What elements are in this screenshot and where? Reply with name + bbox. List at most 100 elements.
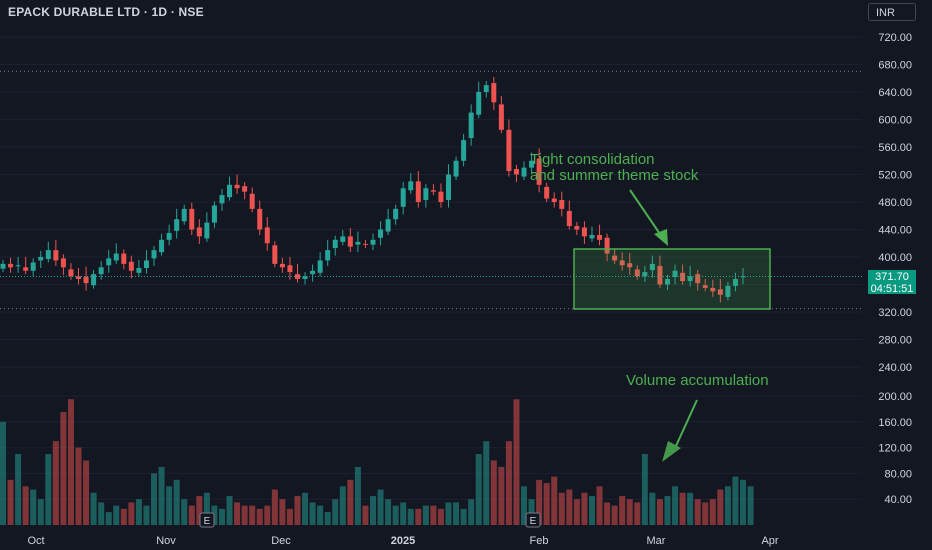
candle-body [717,289,723,295]
price-tick: 440.00 [878,225,912,237]
candle-body [627,263,633,268]
candle-body [355,241,361,245]
candle-body [272,245,278,264]
candle-body [121,253,127,264]
volume-bar [196,495,203,525]
volume-bar [672,486,679,525]
volume-bar [339,486,346,525]
candle-body [68,269,74,277]
volume-bar [7,479,14,525]
volume-bar [453,502,460,525]
candle-body [0,263,6,269]
candle-body [189,208,195,230]
volume-bar [83,460,90,525]
price-tick: 720.00 [878,32,912,44]
candle-body [264,227,270,244]
candle-body [695,274,701,284]
volume-bar [166,486,173,525]
volume-bar [460,508,467,525]
volume-bar [732,476,739,525]
volume-bar [498,466,505,525]
volume-bar [634,502,641,525]
time-tick: Apr [761,535,778,547]
candle-body [340,236,346,242]
candle-body [672,270,678,277]
arrow-consolidation-shaft [629,189,661,235]
volume-bar [604,502,611,525]
volume-bar [181,499,188,525]
volume-bar [656,499,663,525]
volume-bar [234,502,241,525]
volume-bar [400,502,407,525]
volume-bar [407,508,414,525]
candle-body [544,186,550,199]
candle-body [423,188,429,200]
candle-body [370,239,376,245]
volume-bar [324,512,331,525]
volume-bar [317,505,324,525]
volume-bar [332,499,339,525]
volume-bar [45,454,52,525]
annotation-volume: Volume accumulation [626,372,769,389]
earnings-marker: E [530,516,537,527]
volume-bar [0,421,6,525]
symbol-title[interactable]: EPACK DURABLE LTD · 1D · NSE [8,5,204,19]
candle-body [106,258,112,266]
annotation-consolidation-line2: and summer theme stock [530,167,699,184]
volume-bar [370,495,376,525]
volume-bar [641,454,648,525]
volume-bar [15,454,22,525]
candle-body [400,188,406,207]
volume-bar [158,466,165,525]
time-tick: Nov [156,535,176,547]
volume-bar [226,495,233,525]
volume-bar [702,502,709,525]
currency-selector[interactable]: INR [868,3,916,21]
chart-grid [0,36,862,500]
candle-body [438,191,444,202]
volume-bar [679,492,686,525]
candle-body [491,83,497,103]
candle-body [128,261,134,271]
volume-bar [188,505,195,525]
candle-body [604,237,610,254]
volume-bar [430,505,437,525]
volume-bar [309,502,316,525]
volume-bar [694,499,701,525]
volume-bars [0,399,754,525]
candle-body [566,210,572,227]
candle-body [468,112,474,139]
volume-bar [513,399,520,525]
candle-body [45,250,51,260]
volume-bar [649,492,656,525]
price-tick: 280.00 [878,335,912,347]
candle-body [634,269,640,277]
price-tick: 480.00 [878,197,912,209]
volume-bar [687,492,694,525]
price-tick: 680.00 [878,60,912,72]
candle-body [30,262,36,271]
candle-body [446,174,452,200]
candle-body [38,257,44,261]
volume-bar [22,486,29,525]
candle-body [506,129,512,172]
candle-body [619,260,625,266]
volume-bar [505,441,512,525]
volume-bar [105,512,112,525]
candle-body [91,274,97,286]
time-axis: Oct Nov Dec 2025 Feb Mar Apr [27,535,778,547]
volume-bar [249,505,256,525]
candle-body [211,205,217,223]
candle-body [302,276,308,279]
volume-bar [52,441,59,525]
price-tick: 80.00 [884,468,912,480]
volume-bar [362,505,369,525]
volume-bar [279,499,286,525]
volume-bar [596,486,603,525]
candle-body [574,226,580,230]
candle-body [98,267,104,275]
candle-body [710,287,716,292]
volume-bar [151,473,158,525]
candle-body [453,160,459,177]
